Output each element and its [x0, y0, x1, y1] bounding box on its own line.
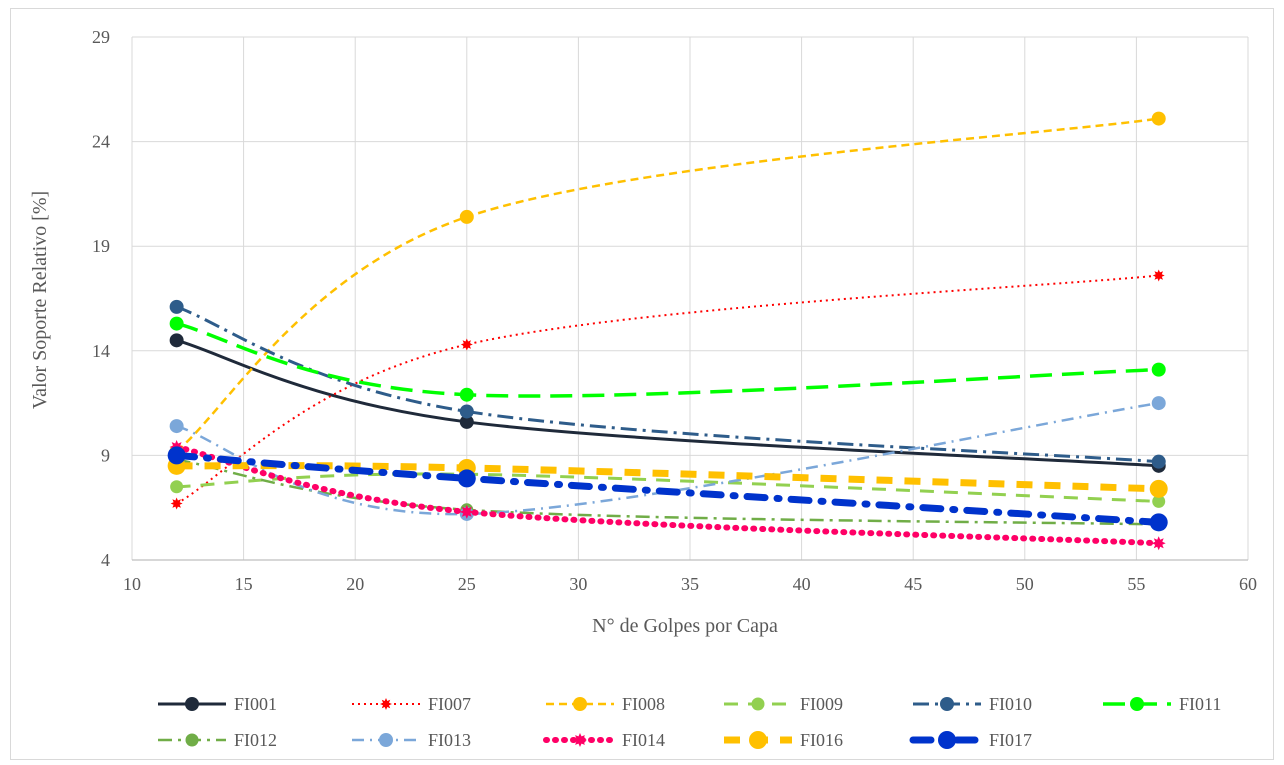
data-point [169, 316, 184, 331]
legend-item-fi010: FI010 [913, 694, 1032, 714]
x-tick-label: 50 [1016, 574, 1034, 594]
legend-marker [185, 733, 199, 747]
y-tick-label: 4 [101, 550, 110, 570]
legend-label: FI016 [800, 730, 843, 750]
series-line [176, 274, 1159, 505]
x-tick-label: 25 [458, 574, 476, 594]
data-point [459, 209, 474, 224]
data-point [1151, 536, 1166, 551]
x-tick-label: 20 [346, 574, 364, 594]
legend-item-fi001: FI001 [158, 694, 277, 714]
legend-marker [573, 697, 587, 711]
x-tick-label: 35 [681, 574, 699, 594]
data-point [459, 404, 474, 419]
series-fi010 [169, 299, 1166, 469]
y-tick-label: 9 [101, 445, 110, 465]
data-point [1151, 454, 1166, 469]
x-tick-label: 40 [793, 574, 811, 594]
legend-item-fi011: FI011 [1103, 694, 1221, 714]
chart-frame [10, 8, 1274, 760]
series-line [175, 117, 1159, 453]
legend-label: FI017 [989, 730, 1032, 750]
series-fi008 [169, 111, 1166, 459]
legend-label: FI011 [1179, 694, 1221, 714]
data-point [459, 387, 474, 402]
series-line [173, 444, 1162, 547]
legend-marker [940, 697, 954, 711]
legend-marker [380, 698, 392, 710]
data-point [1151, 396, 1166, 411]
legend-label: FI001 [234, 694, 277, 714]
series-line [176, 338, 1159, 468]
series-fi007 [170, 269, 1165, 510]
data-point [1151, 111, 1166, 126]
x-tick-label: 60 [1239, 574, 1257, 594]
legend-item-fi016: FI016 [724, 730, 843, 750]
series-line [176, 472, 1159, 503]
data-point [170, 480, 184, 494]
data-point [1151, 362, 1166, 377]
legend-item-fi007: FI007 [352, 694, 471, 714]
legend-item-fi009: FI009 [724, 694, 843, 714]
y-tick-label: 14 [92, 341, 110, 361]
legend-item-fi013: FI013 [352, 730, 471, 750]
legend-marker [185, 697, 199, 711]
series-line [176, 458, 1159, 526]
legend-marker [573, 733, 587, 747]
y-tick-label: 24 [92, 132, 110, 152]
legend-item-fi008: FI008 [546, 694, 665, 714]
x-tick-label: 15 [235, 574, 253, 594]
data-point [457, 469, 476, 488]
series-line [176, 321, 1159, 398]
y-axis-title: Valor Soporte Relativo [%] [29, 191, 51, 409]
y-tick-label: 19 [92, 236, 110, 256]
series-line [176, 462, 1159, 493]
legend-label: FI009 [800, 694, 843, 714]
data-point [1149, 479, 1168, 498]
x-tick-label: 45 [904, 574, 922, 594]
legend: FI001 FI007 FI008 FI009 FI010 FI011 FI012 FI013… [158, 694, 1221, 750]
x-tick-label: 30 [569, 574, 587, 594]
series-line [173, 451, 1163, 526]
data-point [459, 504, 474, 519]
axes: 10 15 20 25 30 35 40 45 50 55 60 4 9 14 19 24 29 [92, 27, 1257, 594]
legend-marker [1130, 697, 1144, 711]
legend-item-fi014: FI014 [543, 730, 665, 750]
y-tick-label: 29 [92, 27, 110, 47]
x-tick-label: 55 [1127, 574, 1145, 594]
legend-item-fi012: FI012 [158, 730, 277, 750]
data-point [170, 497, 183, 510]
data-point [459, 414, 474, 429]
legend-marker [751, 697, 765, 711]
legend-marker [749, 731, 767, 749]
legend-label: FI012 [234, 730, 277, 750]
legend-item-fi017: FI017 [909, 730, 1032, 750]
series-line [176, 305, 1159, 464]
data-point [1152, 269, 1165, 282]
legend-label: FI007 [428, 694, 471, 714]
data-point [1152, 494, 1166, 508]
legend-marker [379, 733, 393, 747]
x-axis-title: N° de Golpes por Capa [592, 615, 778, 637]
legend-marker [938, 731, 956, 749]
data-point [169, 333, 184, 348]
series-lines [167, 111, 1168, 551]
legend-label: FI014 [622, 730, 665, 750]
data-point [169, 299, 184, 314]
data-point [167, 446, 186, 465]
series-fi014 [169, 440, 1166, 551]
data-point [1149, 513, 1168, 532]
data-point [169, 419, 184, 434]
legend-label: FI013 [428, 730, 471, 750]
x-tick-label: 10 [123, 574, 141, 594]
legend-label: FI008 [622, 694, 665, 714]
legend-label: FI010 [989, 694, 1032, 714]
data-point [460, 338, 473, 351]
series-fi017 [167, 446, 1168, 532]
series-fi011 [169, 316, 1166, 402]
